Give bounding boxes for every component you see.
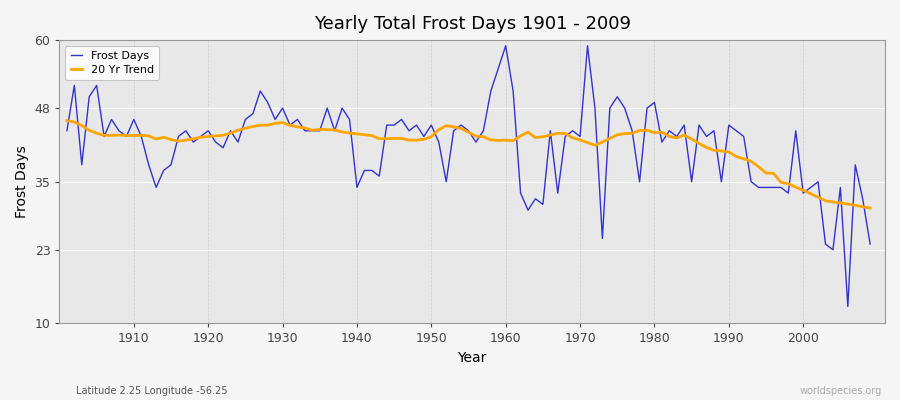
Frost Days [597,236,608,241]
Line: Frost Days: Frost Days [67,46,870,306]
Frost Days [121,134,131,139]
20 Yr Trend [590,143,600,148]
20 Yr Trend [865,206,876,210]
Frost Days [500,43,511,48]
20 Yr Trend [61,118,72,123]
Frost Days [493,66,504,71]
Legend: Frost Days, 20 Yr Trend: Frost Days, 20 Yr Trend [65,46,159,80]
Title: Yearly Total Frost Days 1901 - 2009: Yearly Total Frost Days 1901 - 2009 [314,15,631,33]
20 Yr Trend [500,138,511,142]
Line: 20 Yr Trend: 20 Yr Trend [67,120,870,208]
Frost Days [329,128,340,133]
20 Yr Trend [284,123,295,128]
X-axis label: Year: Year [457,351,487,365]
Y-axis label: Frost Days: Frost Days [15,145,29,218]
Frost Days [284,123,295,128]
Text: worldspecies.org: worldspecies.org [800,386,882,396]
20 Yr Trend [329,128,340,132]
20 Yr Trend [493,138,504,143]
Frost Days [61,128,72,133]
Frost Days [842,304,853,309]
Frost Days [865,242,876,246]
Frost Days [508,89,518,94]
20 Yr Trend [121,133,131,138]
Text: Latitude 2.25 Longitude -56.25: Latitude 2.25 Longitude -56.25 [76,386,228,396]
